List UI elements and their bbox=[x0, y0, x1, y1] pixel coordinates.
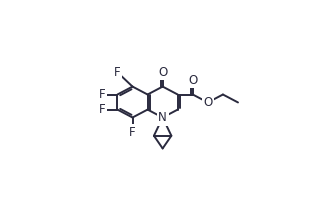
Text: F: F bbox=[99, 88, 106, 101]
Text: O: O bbox=[158, 66, 167, 79]
Text: N: N bbox=[158, 111, 167, 124]
Text: F: F bbox=[114, 66, 121, 79]
Text: O: O bbox=[203, 96, 213, 109]
Text: F: F bbox=[129, 126, 136, 139]
Text: F: F bbox=[99, 103, 106, 116]
Text: O: O bbox=[188, 74, 197, 87]
